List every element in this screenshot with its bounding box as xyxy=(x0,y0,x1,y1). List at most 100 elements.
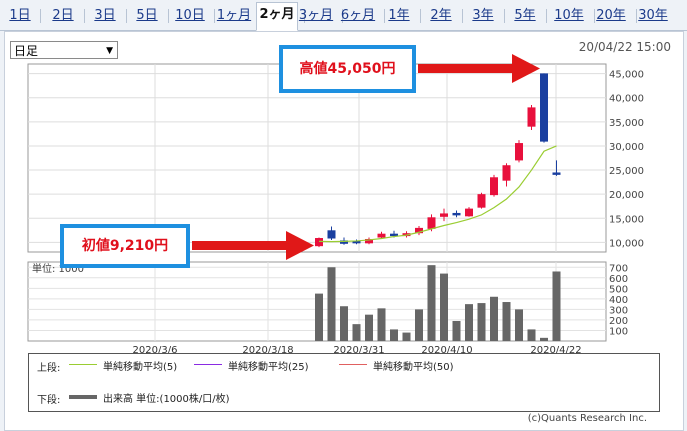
period-tab[interactable]: 6ヶ月 xyxy=(340,8,376,23)
tab-separator xyxy=(546,9,547,23)
candle-body xyxy=(465,208,473,217)
volume-bar xyxy=(440,273,448,341)
period-tab[interactable]: 1日 xyxy=(9,8,31,23)
legend-box: 上段: 下段: 単純移動平均(5) 単純移動平均(25) 単純移動平均(50) 出来高… xyxy=(28,353,660,412)
legend-volume-label: 出来高 単位:(1000株/口/枚) xyxy=(103,394,230,405)
volume-bar xyxy=(352,324,361,341)
period-tab[interactable]: 10日 xyxy=(175,8,205,23)
period-tab[interactable]: 3日 xyxy=(94,8,116,23)
candle-body xyxy=(527,107,536,127)
tab-separator xyxy=(420,9,421,23)
tab-separator xyxy=(462,9,463,23)
candle-body xyxy=(315,238,323,247)
candle-body xyxy=(377,233,386,238)
ma5-line xyxy=(318,145,557,243)
volume-bar xyxy=(515,309,523,341)
period-tab[interactable]: 2日 xyxy=(52,8,74,23)
initial-arrow-head xyxy=(286,231,314,260)
price-tick-label: 20,000 xyxy=(609,190,644,201)
price-plot-frame xyxy=(27,63,607,253)
volume-tick-label: 100 xyxy=(609,326,628,337)
tab-separator xyxy=(384,9,385,23)
tab-separator xyxy=(636,9,637,23)
legend-label: 単純移動平均(25) xyxy=(228,362,309,373)
tab-separator xyxy=(304,9,305,23)
candle-body xyxy=(490,177,498,196)
high-arrow-head xyxy=(512,54,540,83)
initial-price-callout: 初値9,210円 xyxy=(60,224,190,268)
candle-body xyxy=(515,143,523,161)
candle-body xyxy=(477,194,486,208)
tab-separator xyxy=(168,9,169,23)
period-tab[interactable]: 30年 xyxy=(638,8,668,23)
price-tick-label: 40,000 xyxy=(609,94,644,105)
legend-upper-label: 上段: xyxy=(37,363,61,374)
volume-bar xyxy=(340,306,348,341)
chevron-down-icon: ▼ xyxy=(106,46,113,56)
volume-tick-label: 200 xyxy=(609,316,628,327)
date-tick-label: 2020/3/31 xyxy=(333,345,384,356)
candle-body xyxy=(440,213,448,217)
price-tick-label: 25,000 xyxy=(609,166,644,177)
volume-tick-label: 600 xyxy=(609,274,628,285)
legend-label: 単純移動平均(5) xyxy=(103,362,178,373)
price-tick-label: 35,000 xyxy=(609,118,644,129)
candle-body xyxy=(365,238,373,244)
period-tab[interactable]: 5年 xyxy=(514,8,536,23)
tab-separator xyxy=(126,9,127,23)
volume-tick-label: 400 xyxy=(609,295,628,306)
price-tick-label: 30,000 xyxy=(609,142,644,153)
tab-separator xyxy=(342,9,343,23)
price-tick-label: 10,000 xyxy=(609,238,644,249)
period-tab[interactable]: 2年 xyxy=(430,8,452,23)
volume-bar xyxy=(452,320,461,341)
candle-body xyxy=(415,227,423,234)
period-tab[interactable]: 5日 xyxy=(136,8,158,23)
interval-select[interactable]: 日足 ▼ xyxy=(10,41,118,59)
period-tab[interactable]: 2ヶ月 xyxy=(256,2,298,31)
date-tick-label: 2020/3/18 xyxy=(242,345,293,356)
period-tab[interactable]: 10年 xyxy=(554,8,584,23)
copyright-credit: (c)Quants Research Inc. xyxy=(527,413,647,424)
volume-bar xyxy=(527,329,536,341)
candle-body xyxy=(327,230,336,239)
volume-bar xyxy=(502,302,511,341)
legend-label: 単純移動平均(50) xyxy=(373,362,454,373)
date-tick-label: 2020/4/22 xyxy=(530,345,581,356)
period-tab[interactable]: 1年 xyxy=(388,8,410,23)
legend-volume-swatch xyxy=(69,395,97,399)
candle-body xyxy=(340,240,348,244)
volume-bar xyxy=(477,303,486,341)
tab-separator xyxy=(504,9,505,23)
volume-tick-label: 700 xyxy=(609,263,628,274)
candle-body xyxy=(427,217,436,229)
volume-bar xyxy=(490,296,498,341)
period-tab[interactable]: 20年 xyxy=(596,8,626,23)
volume-bar xyxy=(327,267,336,341)
legend-swatch xyxy=(69,364,97,365)
candle-body xyxy=(452,212,461,216)
chart-datetime: 20/04/22 15:00 xyxy=(578,40,671,54)
volume-bar xyxy=(552,271,561,341)
period-tab[interactable]: 3年 xyxy=(472,8,494,23)
period-tab-bar: 1日 2日 3日 5日 10日 1ヶ月 2ヶ月 3ヶ月 6ヶ月 1年 2年 3年 5年 10年 20年 30年 xyxy=(0,0,687,31)
interval-select-value: 日足 xyxy=(14,44,39,58)
candle-body xyxy=(552,172,561,175)
volume-bar xyxy=(465,304,473,341)
volume-tick-label: 300 xyxy=(609,305,628,316)
candle-body xyxy=(502,165,511,181)
tab-separator xyxy=(40,9,41,23)
legend-lower-label: 下段: xyxy=(37,395,61,406)
date-tick-label: 2020/4/10 xyxy=(421,345,472,356)
volume-bar xyxy=(402,332,411,341)
initial-arrow-shaft xyxy=(192,241,288,250)
price-tick-label: 45,000 xyxy=(609,70,644,81)
volume-bar xyxy=(390,329,398,341)
volume-bar xyxy=(540,337,548,341)
volume-bar xyxy=(415,309,423,341)
volume-bar xyxy=(377,308,386,341)
period-tab[interactable]: 1ヶ月 xyxy=(216,8,252,23)
period-tab[interactable]: 3ヶ月 xyxy=(298,8,334,23)
tab-separator xyxy=(214,9,215,23)
